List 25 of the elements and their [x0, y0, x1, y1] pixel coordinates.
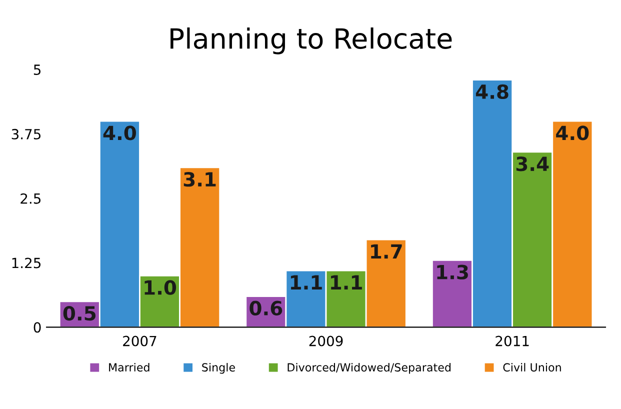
x-tick-label: 2007	[123, 336, 156, 346]
data-label: 0.6	[250, 300, 282, 316]
data-label: 1.1	[331, 275, 362, 290]
data-label: 4.0	[556, 126, 589, 140]
x-tick-label: 2009	[309, 336, 343, 346]
y-tick-label: 3.75	[12, 128, 40, 140]
y-tick-label: 2.5	[20, 193, 40, 204]
y-tick-label: 0	[34, 322, 41, 333]
legend-label: Married	[109, 362, 150, 372]
data-label: 1.3	[437, 264, 468, 280]
data-label: 4.8	[476, 84, 508, 100]
data-label: 4.0	[103, 126, 136, 140]
legend-label: Single	[202, 362, 235, 374]
data-label: 3.4	[516, 156, 549, 172]
data-label: 0.5	[63, 306, 96, 321]
x-tick-label: 2011	[496, 336, 529, 346]
legend-label: Civil Union	[503, 362, 561, 372]
legend-label: Divorced/Widowed/Separated	[288, 362, 450, 374]
y-tick-label: 1.25	[12, 258, 40, 268]
data-label: 1.7	[371, 244, 402, 259]
data-label: 1.1	[290, 275, 322, 290]
y-tick-label: 5	[34, 64, 40, 76]
chart-title: Planning to Relocate	[170, 27, 452, 54]
data-label: 3.1	[184, 172, 216, 187]
data-label: 1.0	[144, 280, 176, 295]
